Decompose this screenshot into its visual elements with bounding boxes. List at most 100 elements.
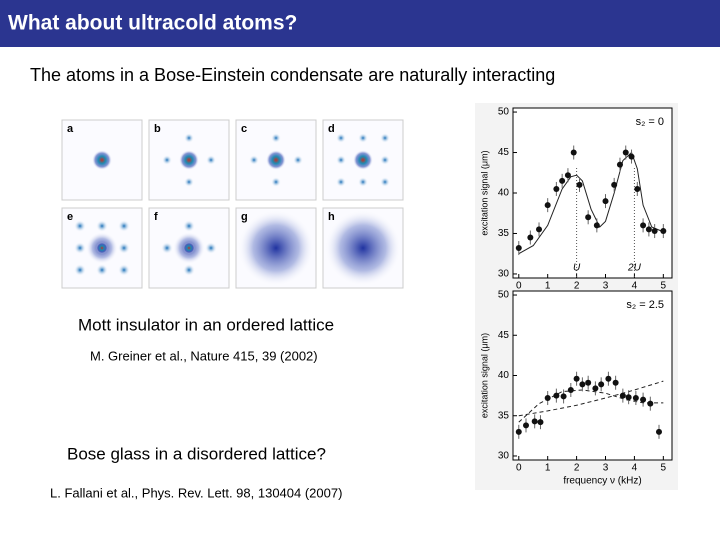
- caption: Mott insulator in an ordered lattice: [78, 315, 334, 334]
- panel-label: g: [241, 211, 248, 223]
- panel-label: e: [67, 211, 73, 223]
- peak: [92, 150, 112, 170]
- y-tick-label: 30: [498, 269, 510, 280]
- point: [531, 418, 538, 425]
- point: [553, 185, 560, 192]
- peak: [380, 155, 390, 165]
- panel: [61, 119, 143, 201]
- title-bar: [0, 0, 720, 47]
- point: [536, 226, 543, 233]
- peak: [183, 220, 195, 232]
- point: [598, 381, 605, 388]
- point: [527, 234, 534, 241]
- point: [592, 385, 599, 392]
- point: [605, 375, 612, 382]
- point: [628, 153, 635, 160]
- point: [567, 386, 574, 393]
- x-tick-label: 2: [574, 281, 580, 292]
- peak: [380, 177, 390, 187]
- y-tick-label: 30: [498, 451, 510, 462]
- peak: [358, 133, 368, 143]
- caption: Bose glass in a disordered lattice?: [67, 444, 326, 463]
- x-tick-label: 3: [603, 281, 609, 292]
- peak: [205, 242, 217, 254]
- subtitle: The atoms in a Bose-Einstein condensate …: [30, 65, 555, 85]
- slide-title: What about ultracold atoms?: [8, 12, 297, 35]
- citation: L. Fallani et al., Phys. Rev. Lett. 98, …: [50, 485, 342, 500]
- point: [515, 245, 522, 252]
- panel-label: f: [154, 211, 158, 223]
- y-axis-label: excitation signal (μm): [479, 150, 489, 235]
- plot-area: [512, 107, 673, 279]
- point: [515, 428, 522, 435]
- y-tick-label: 35: [498, 228, 510, 239]
- annotation: s₂ = 0: [636, 116, 664, 128]
- point: [611, 181, 618, 188]
- panel-label: a: [67, 123, 74, 135]
- marker-label: 2U: [627, 263, 642, 274]
- point: [647, 400, 654, 407]
- peak: [96, 242, 108, 254]
- marker-label: U: [573, 263, 581, 274]
- y-tick-label: 50: [498, 107, 510, 118]
- peak: [184, 177, 194, 187]
- point: [559, 177, 566, 184]
- point: [585, 214, 592, 221]
- y-tick-label: 40: [498, 188, 510, 199]
- x-tick-label: 3: [603, 463, 609, 474]
- peak: [184, 133, 194, 143]
- peak: [206, 155, 216, 165]
- fit-line: [518, 389, 664, 423]
- peak: [161, 242, 173, 254]
- peak: [271, 177, 281, 187]
- citation: M. Greiner et al., Nature 415, 39 (2002): [90, 348, 318, 363]
- peak: [183, 242, 195, 254]
- peak: [118, 264, 130, 276]
- peak: [336, 177, 346, 187]
- point: [625, 394, 632, 401]
- y-axis-label: excitation signal (μm): [479, 333, 489, 418]
- peak: [293, 155, 303, 165]
- point: [585, 379, 592, 386]
- peak: [249, 155, 259, 165]
- point: [640, 222, 647, 229]
- y-tick-label: 45: [498, 330, 510, 341]
- x-tick-label: 5: [661, 281, 667, 292]
- peak: [74, 264, 86, 276]
- point: [645, 226, 652, 233]
- peak: [162, 155, 172, 165]
- point: [651, 228, 658, 235]
- peak: [336, 155, 346, 165]
- point: [544, 395, 551, 402]
- point: [537, 419, 544, 426]
- peak: [96, 264, 108, 276]
- point: [655, 428, 662, 435]
- peak: [118, 220, 130, 232]
- point: [612, 379, 619, 386]
- panel-label: h: [328, 211, 335, 223]
- y-tick-label: 40: [498, 370, 510, 381]
- peak: [358, 177, 368, 187]
- haze: [238, 210, 314, 286]
- y-tick-label: 50: [498, 290, 510, 301]
- x-tick-label: 4: [632, 281, 638, 292]
- peak: [118, 242, 130, 254]
- peak: [353, 150, 373, 170]
- peak: [96, 220, 108, 232]
- point: [560, 393, 567, 400]
- annotation: s₂ = 2.5: [626, 299, 664, 311]
- x-tick-label: 4: [632, 463, 638, 474]
- panel-label: c: [241, 123, 247, 135]
- point: [616, 161, 623, 168]
- x-tick-label: 1: [545, 281, 551, 292]
- point: [576, 181, 583, 188]
- peak: [271, 133, 281, 143]
- point: [573, 375, 580, 382]
- panel-label: b: [154, 123, 161, 135]
- plot-area: [512, 290, 673, 461]
- point: [579, 381, 586, 388]
- fit-line: [518, 380, 664, 417]
- point: [619, 392, 626, 399]
- peak: [380, 133, 390, 143]
- point: [602, 198, 609, 205]
